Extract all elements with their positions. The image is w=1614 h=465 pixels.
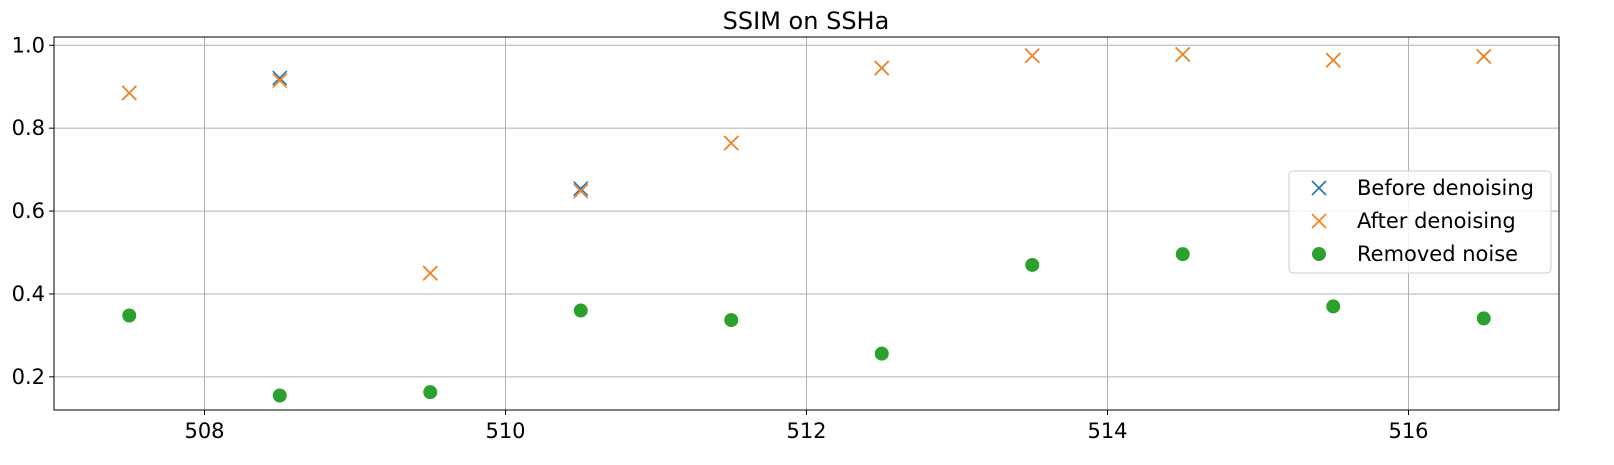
after-denoising-point [1175, 46, 1191, 62]
removed-noise-point [423, 385, 438, 400]
legend-marker [1311, 180, 1327, 196]
after-denoising-point [573, 183, 589, 199]
x-tick-label: 508 [184, 419, 224, 443]
y-tick-label: 0.2 [12, 365, 45, 389]
before-denoising-point [573, 181, 589, 197]
after-denoising-point [272, 72, 288, 89]
axes: 508 510 512 514 516 0.2 0.4 0.6 0.8 1.0 [12, 33, 1560, 443]
legend-label: After denoising [1357, 209, 1516, 233]
after-denoising-point [1476, 48, 1492, 65]
removed-noise-point [272, 388, 287, 403]
removed-noise-point [573, 303, 588, 318]
before-denoising-point [272, 70, 288, 86]
removed-noise-point [122, 308, 137, 323]
legend-marker [1311, 213, 1327, 229]
x-tick-label: 510 [485, 419, 525, 443]
y-tick-label: 1.0 [12, 33, 45, 57]
x-tick-label: 516 [1388, 419, 1428, 443]
after-denoising-point [723, 135, 739, 151]
after-denoising-point [1325, 52, 1341, 68]
x-tick-label: 512 [786, 419, 826, 443]
removed-noise-point [1326, 299, 1341, 314]
removed-noise-point [1025, 257, 1040, 272]
after-denoising-point [422, 265, 438, 281]
legend-label: Removed noise [1357, 242, 1518, 266]
legend-marker [1312, 247, 1326, 261]
removed-noise-point [1476, 311, 1491, 326]
after-denoising-point [121, 85, 137, 101]
removed-noise-point [1175, 247, 1190, 262]
y-tick-label: 0.4 [12, 282, 45, 306]
removed-noise-point [874, 346, 889, 361]
after-denoising-point [874, 60, 890, 76]
legend: Before denoising After denoising Removed n… [1288, 170, 1552, 274]
legend-box [1288, 170, 1552, 274]
x-tick-label: 514 [1087, 419, 1127, 443]
after-denoising-point [1024, 48, 1040, 64]
chart-title: SSIM on SSHa [723, 7, 890, 35]
y-tick-label: 0.8 [12, 116, 45, 140]
removed-noise-point [724, 313, 739, 328]
y-tick-label: 0.6 [12, 199, 45, 223]
legend-label: Before denoising [1357, 176, 1534, 200]
data-points [121, 46, 1492, 403]
